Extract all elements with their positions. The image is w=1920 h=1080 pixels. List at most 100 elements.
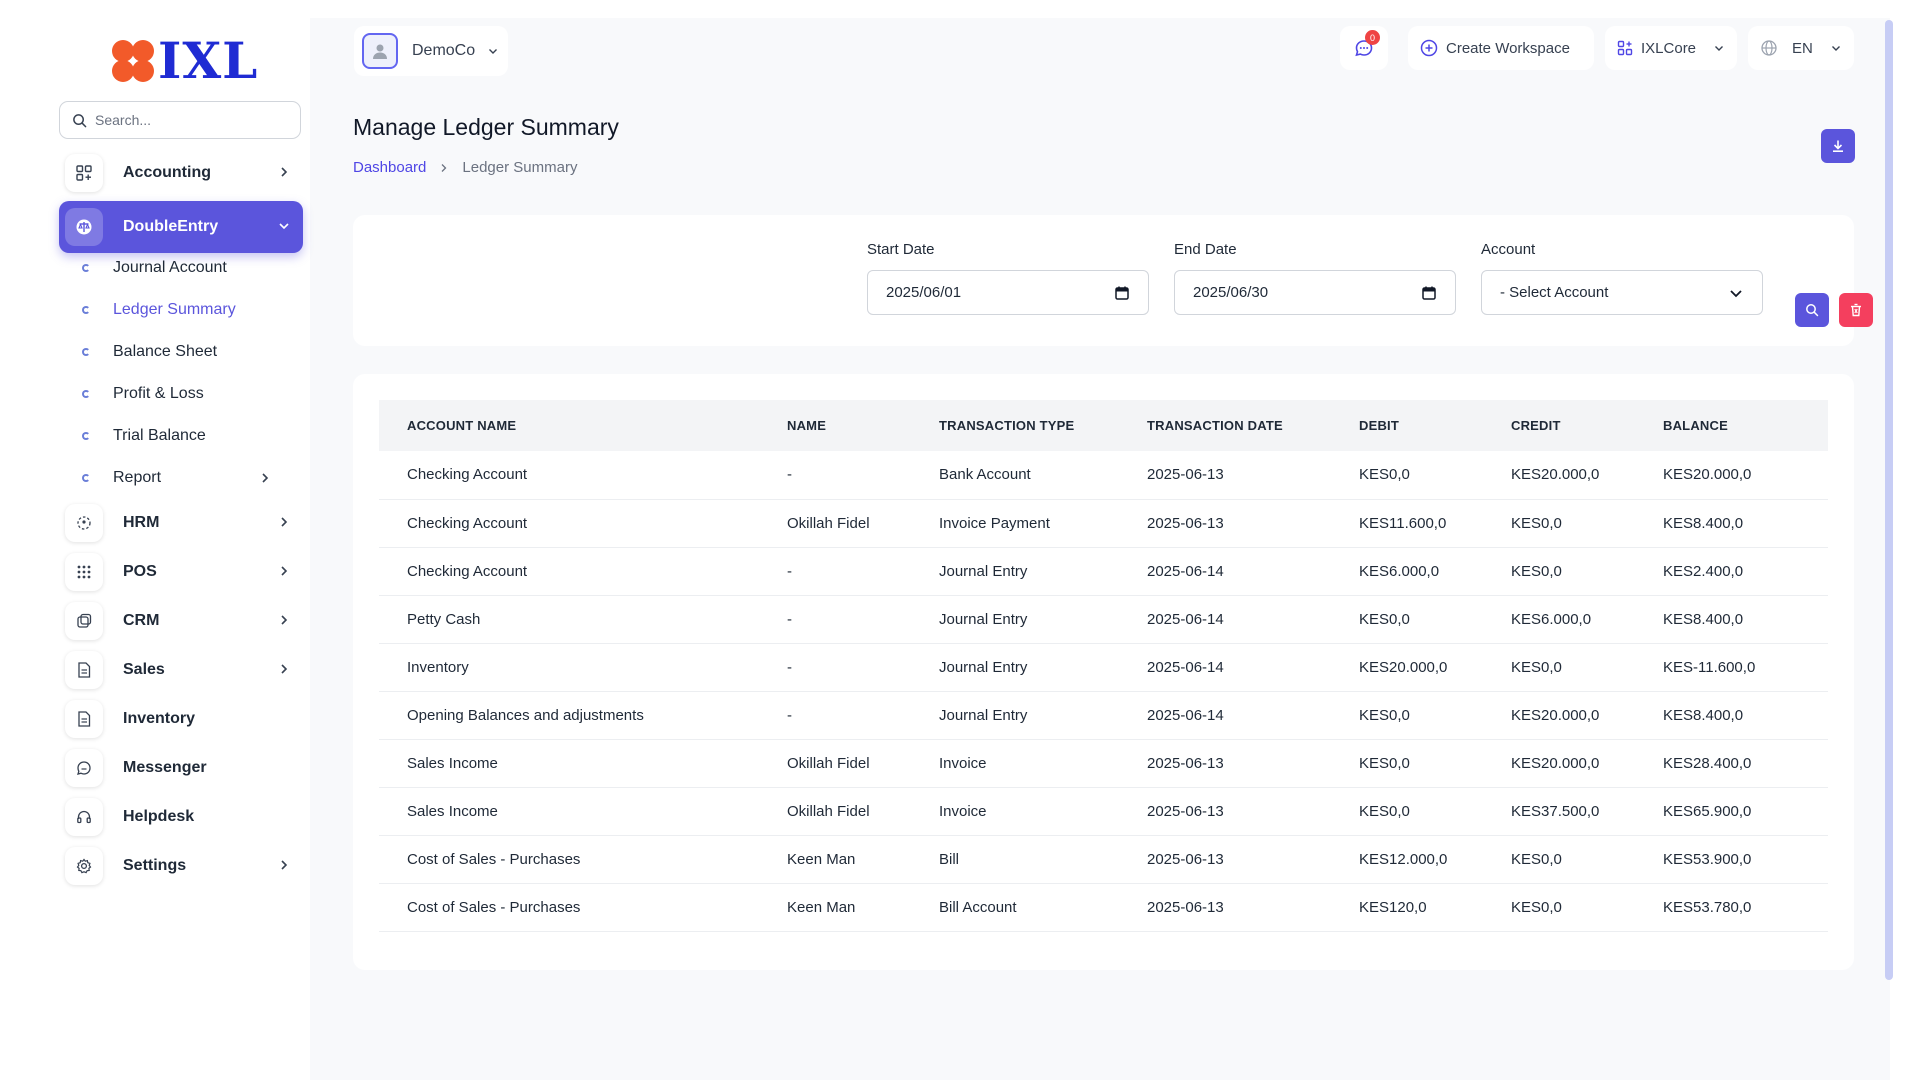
column-header-transaction-type[interactable]: TRANSACTION TYPE (939, 418, 1075, 433)
chevron-right-icon (281, 517, 288, 527)
sidebar-subitem-journal-account[interactable]: Journal Account (82, 253, 227, 283)
sidebar-item-pos[interactable]: POS (59, 546, 303, 598)
language-label: EN (1792, 39, 1813, 57)
cell-balance: KES8.400,0 (1635, 595, 1828, 644)
column-header-credit[interactable]: CREDIT (1511, 418, 1561, 433)
create-workspace-button[interactable]: Create Workspace (1408, 26, 1594, 70)
cell-account-name: Checking Account (379, 499, 759, 548)
sidebar-item-label: CRM (123, 612, 160, 629)
cell-transaction-type: Journal Entry (911, 595, 1119, 644)
cell-credit: KES0,0 (1483, 643, 1635, 692)
cell-account-name: Opening Balances and adjustments (379, 691, 759, 740)
sidebar-item-settings[interactable]: Settings (59, 840, 303, 892)
ixlcore-menu-button[interactable]: IXLCore (1605, 26, 1737, 70)
sidebar-item-accounting[interactable]: Accounting (59, 147, 303, 199)
chevron-right-icon (281, 566, 288, 576)
cell-balance: KES53.900,0 (1635, 835, 1828, 884)
bullet-icon (82, 348, 90, 356)
column-header-balance[interactable]: BALANCE (1663, 418, 1728, 433)
chevron-right-icon (262, 473, 269, 483)
layers-icon (65, 602, 103, 640)
cell-name: - (759, 643, 911, 692)
cell-name: - (759, 547, 911, 596)
sidebar-subitem-trial-balance[interactable]: Trial Balance (82, 421, 206, 451)
column-header-account-name[interactable]: ACCOUNT NAME (407, 418, 517, 433)
sidebar-subitem-profit-loss[interactable]: Profit & Loss (82, 379, 204, 409)
column-header-name[interactable]: NAME (787, 418, 827, 433)
cell-name: - (759, 451, 911, 500)
start-date-input[interactable]: 2025/06/01 (867, 270, 1149, 315)
table-row: Sales Income Okillah Fidel Invoice 2025-… (379, 739, 1828, 788)
cell-credit: KES37.500,0 (1483, 787, 1635, 836)
end-date-input[interactable]: 2025/06/30 (1174, 270, 1456, 315)
logo-text: IXL (158, 31, 259, 90)
file-icon (65, 700, 103, 738)
start-date-value: 2025/06/01 (886, 284, 962, 301)
cell-credit: KES0,0 (1483, 499, 1635, 548)
table-row: Opening Balances and adjustments - Journ… (379, 691, 1828, 740)
cell-balance: KES-11.600,0 (1635, 643, 1828, 692)
scale-icon (65, 208, 103, 246)
cell-balance: KES28.400,0 (1635, 739, 1828, 788)
cell-debit: KES0,0 (1331, 739, 1483, 788)
sidebar-item-sales[interactable]: Sales (59, 644, 303, 696)
breadcrumb-current: Ledger Summary (462, 159, 578, 176)
sidebar-subitem-label: Profit & Loss (113, 385, 204, 402)
page-scrollbar[interactable] (1885, 20, 1893, 980)
cell-transaction-type: Journal Entry (911, 547, 1119, 596)
cell-name: - (759, 691, 911, 740)
messages-button[interactable]: 0 (1340, 26, 1388, 70)
sidebar-subitem-label: Balance Sheet (113, 343, 218, 360)
cell-account-name: Inventory (379, 643, 759, 692)
headset-icon (65, 798, 103, 836)
sidebar-item-crm[interactable]: CRM (59, 595, 303, 647)
breadcrumb-dashboard-link[interactable]: Dashboard (353, 159, 427, 176)
column-header-debit[interactable]: DEBIT (1359, 418, 1399, 433)
sidebar-subitem-report[interactable]: Report (82, 463, 282, 493)
cell-transaction-date: 2025-06-13 (1119, 883, 1331, 932)
table-row: Cost of Sales - Purchases Keen Man Bill … (379, 835, 1828, 884)
cell-credit: KES0,0 (1483, 547, 1635, 596)
sidebar-item-doubleentry[interactable]: DoubleEntry (59, 201, 303, 253)
search-box[interactable] (59, 101, 301, 139)
sidebar-item-inventory[interactable]: Inventory (59, 693, 303, 745)
sidebar-item-hrm[interactable]: HRM (59, 497, 303, 549)
cell-name: Okillah Fidel (759, 499, 911, 548)
download-icon (1833, 140, 1843, 152)
workspace-selector[interactable]: DemoCo (354, 26, 508, 76)
search-input[interactable] (95, 112, 285, 128)
clear-filter-button[interactable] (1839, 293, 1873, 327)
sidebar-item-messenger[interactable]: Messenger (59, 742, 303, 794)
table-row: Inventory - Journal Entry 2025-06-14 KES… (379, 643, 1828, 692)
gear-icon (65, 847, 103, 885)
cell-account-name: Cost of Sales - Purchases (379, 883, 759, 932)
table-row: Checking Account - Journal Entry 2025-06… (379, 547, 1828, 596)
download-button[interactable] (1821, 129, 1855, 163)
sidebar-subitem-ledger-summary[interactable]: Ledger Summary (82, 295, 236, 325)
apply-filter-button[interactable] (1795, 293, 1829, 327)
sidebar-item-helpdesk[interactable]: Helpdesk (59, 791, 303, 843)
table-row: Petty Cash - Journal Entry 2025-06-14 KE… (379, 595, 1828, 644)
chevron-down-icon (1730, 290, 1742, 298)
column-header-transaction-date[interactable]: TRANSACTION DATE (1147, 418, 1283, 433)
chevron-right-icon (441, 163, 447, 172)
logo[interactable]: IXL (110, 36, 258, 86)
cell-debit: KES11.600,0 (1331, 499, 1483, 548)
sidebar-item-label: Helpdesk (123, 808, 195, 825)
cell-balance: KES65.900,0 (1635, 787, 1828, 836)
account-select[interactable]: - Select Account (1481, 270, 1763, 315)
cell-debit: KES0,0 (1331, 595, 1483, 644)
cell-name: Okillah Fidel (759, 787, 911, 836)
cell-transaction-type: Journal Entry (911, 643, 1119, 692)
cell-transaction-date: 2025-06-13 (1119, 499, 1331, 548)
cell-balance: KES2.400,0 (1635, 547, 1828, 596)
language-selector[interactable]: EN (1748, 26, 1854, 70)
cell-transaction-type: Journal Entry (911, 691, 1119, 740)
cell-debit: KES12.000,0 (1331, 835, 1483, 884)
sidebar-subitem-balance-sheet[interactable]: Balance Sheet (82, 337, 217, 367)
ledger-table: ACCOUNT NAME NAME TRANSACTION TYPE TRANS… (379, 400, 1828, 932)
sidebar-subitem-label: Trial Balance (113, 427, 206, 444)
message-count-badge: 0 (1365, 30, 1380, 45)
cell-account-name: Petty Cash (379, 595, 759, 644)
sidebar-subitem-label: Report (113, 469, 162, 486)
